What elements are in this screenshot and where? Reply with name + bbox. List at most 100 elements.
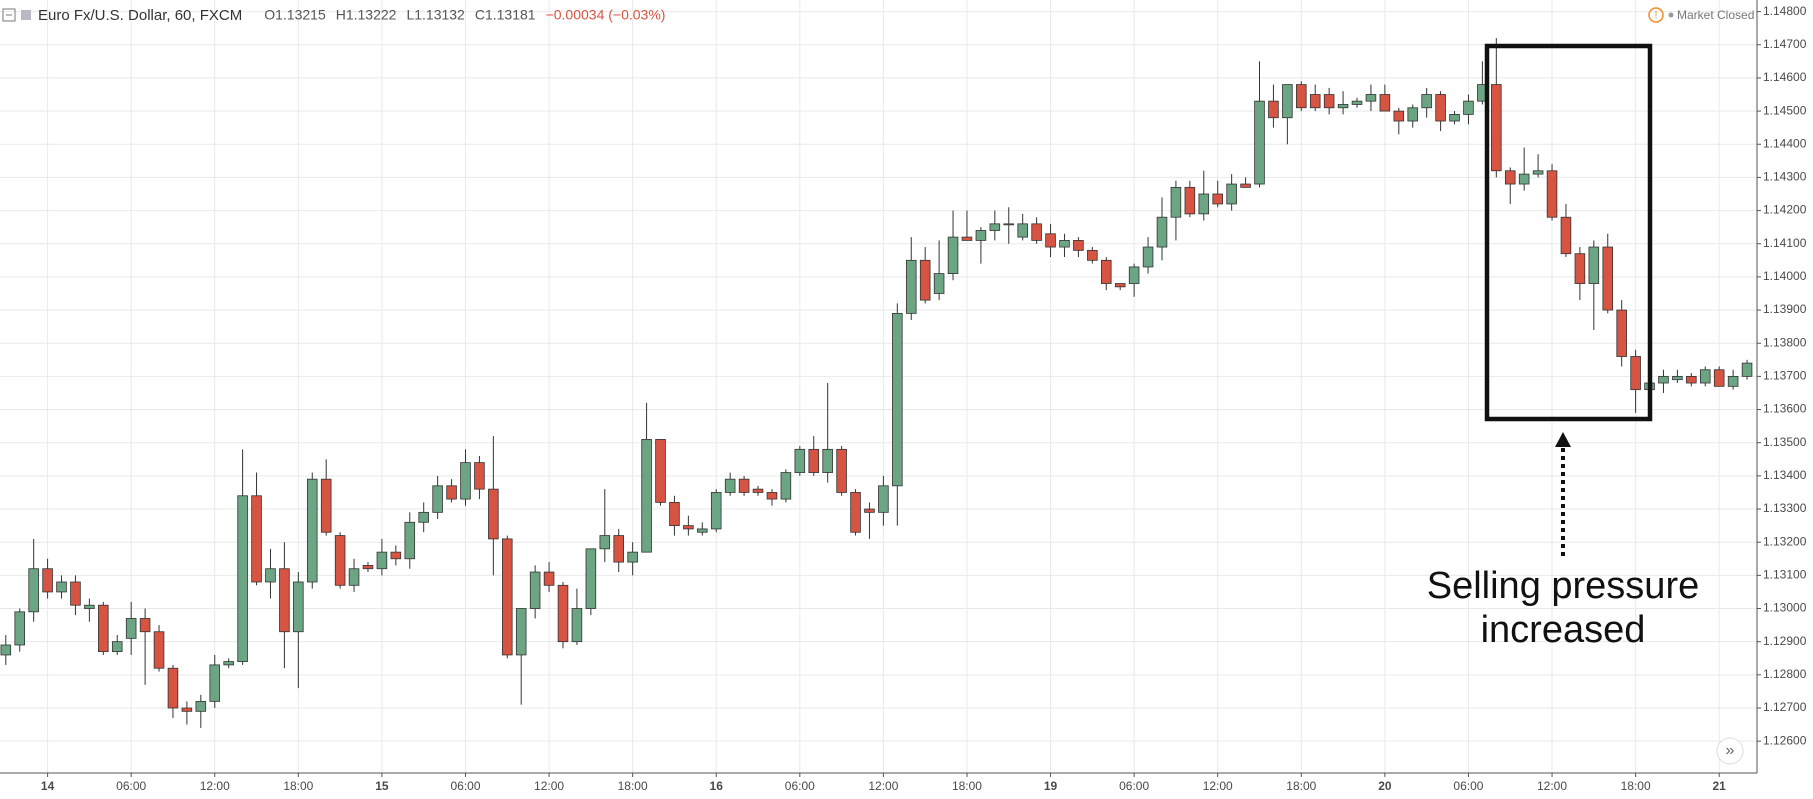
- y-tick-label: 1.14400: [1763, 136, 1807, 150]
- y-tick-label: 1.13400: [1763, 468, 1807, 482]
- candle-body: [223, 661, 234, 666]
- candle-body: [1198, 193, 1210, 215]
- candle-body: [0, 644, 12, 656]
- candle-body: [320, 478, 332, 533]
- x-tick-label: 12:00: [1537, 779, 1567, 793]
- candle-body: [1435, 94, 1446, 122]
- candle-body: [1504, 170, 1516, 185]
- candle-body: [1296, 84, 1307, 109]
- x-tick-label: 12:00: [534, 779, 564, 793]
- candle-body: [1142, 246, 1154, 268]
- x-tick-label: 15: [375, 779, 389, 793]
- x-tick-label: 12:00: [868, 779, 898, 793]
- candle-body: [306, 478, 318, 583]
- ohlc-summary: O1.13215 H1.13222 L1.13132 C1.13181 −0.00034…: [264, 7, 665, 23]
- candle-body: [125, 618, 137, 639]
- ohlc-value: C1.13181: [475, 7, 536, 23]
- y-tick-label: 1.12800: [1763, 667, 1807, 681]
- candle-body: [348, 568, 360, 586]
- candle-body: [362, 565, 374, 570]
- candle-body: [1323, 94, 1335, 109]
- candle-body: [56, 581, 67, 593]
- candle-body: [878, 485, 889, 513]
- candle-body: [84, 604, 95, 609]
- candle-body: [641, 438, 652, 553]
- candle-body: [153, 631, 165, 669]
- market-status: Market Closed: [1677, 8, 1754, 22]
- candle-body: [195, 700, 207, 712]
- status-icon: [1648, 7, 1664, 23]
- candle-body: [836, 448, 847, 493]
- candle-body: [251, 495, 262, 583]
- candle-body: [975, 230, 987, 241]
- symbol-icon: [21, 10, 31, 20]
- y-tick-label: 1.13500: [1763, 435, 1807, 449]
- y-tick-label: 1.14700: [1763, 37, 1807, 51]
- collapse-icon[interactable]: [2, 8, 16, 22]
- y-tick-label: 1.14600: [1763, 70, 1807, 84]
- candle-body: [1073, 240, 1084, 251]
- y-tick-label: 1.12900: [1763, 634, 1807, 648]
- ohlc-value: −0.00034 (−0.03%): [546, 7, 666, 23]
- x-tick-label: 12:00: [200, 779, 230, 793]
- candle-body: [111, 641, 123, 653]
- candle-body: [42, 568, 53, 593]
- x-tick-label: 20: [1378, 779, 1392, 793]
- candle-body: [1532, 170, 1544, 175]
- candle-body: [293, 581, 304, 633]
- candle-body: [1128, 266, 1140, 284]
- candle-body: [279, 568, 290, 633]
- y-tick-label: 1.13600: [1763, 402, 1807, 416]
- x-tick-label: 18:00: [283, 779, 313, 793]
- x-tick-label: 21: [1713, 779, 1727, 793]
- candle-body: [1491, 84, 1502, 172]
- x-tick-label: 19: [1044, 779, 1058, 793]
- candle-body: [1379, 94, 1391, 112]
- candle-body: [404, 521, 416, 560]
- candle-body: [376, 551, 388, 570]
- candle-body: [1672, 375, 1683, 381]
- candles: [0, 38, 1753, 728]
- candle-body: [919, 259, 931, 301]
- candle-body: [460, 462, 471, 500]
- grid: [0, 0, 1757, 773]
- x-tick-label: 16: [710, 779, 724, 793]
- y-tick-label: 1.13800: [1763, 335, 1807, 349]
- candle-body: [1630, 356, 1641, 391]
- x-tick-label: 06:00: [116, 779, 146, 793]
- candle-body: [1449, 114, 1460, 122]
- annotation-arrow-head: [1555, 432, 1571, 447]
- candle-body: [515, 608, 527, 656]
- candle-body: [1574, 253, 1586, 284]
- candle-body: [599, 535, 611, 550]
- candle-body: [989, 223, 1001, 231]
- candle-body: [1087, 249, 1098, 261]
- candle-body: [1226, 183, 1237, 205]
- x-tick-label: 06:00: [450, 779, 480, 793]
- candle-body: [1254, 100, 1265, 185]
- scroll-to-end-button[interactable]: [1716, 737, 1744, 765]
- candle-body: [808, 448, 820, 473]
- candle-body: [1616, 309, 1627, 357]
- status-icon-mark: !: [1655, 10, 1658, 21]
- candle-body: [1282, 84, 1293, 119]
- candle-body: [418, 511, 429, 523]
- candle-body: [864, 508, 875, 513]
- y-tick-label: 1.14100: [1763, 236, 1807, 250]
- candle-body: [1658, 375, 1669, 384]
- x-tick-label: 18:00: [618, 779, 648, 793]
- y-tick-label: 1.13300: [1763, 501, 1807, 515]
- candle-body: [70, 581, 81, 606]
- candle-body: [1212, 193, 1223, 205]
- candle-body: [334, 535, 346, 586]
- candle-body: [794, 448, 806, 473]
- candle-body: [181, 707, 193, 712]
- candle-body: [1240, 183, 1251, 188]
- candle-body: [1337, 104, 1349, 109]
- x-tick-label: 14: [41, 779, 55, 793]
- candle-body: [1309, 94, 1321, 109]
- candle-body: [265, 568, 276, 583]
- y-tick-label: 1.13000: [1763, 601, 1807, 615]
- y-tick-label: 1.14200: [1763, 203, 1807, 217]
- ohlc-value: L1.13132: [406, 7, 465, 23]
